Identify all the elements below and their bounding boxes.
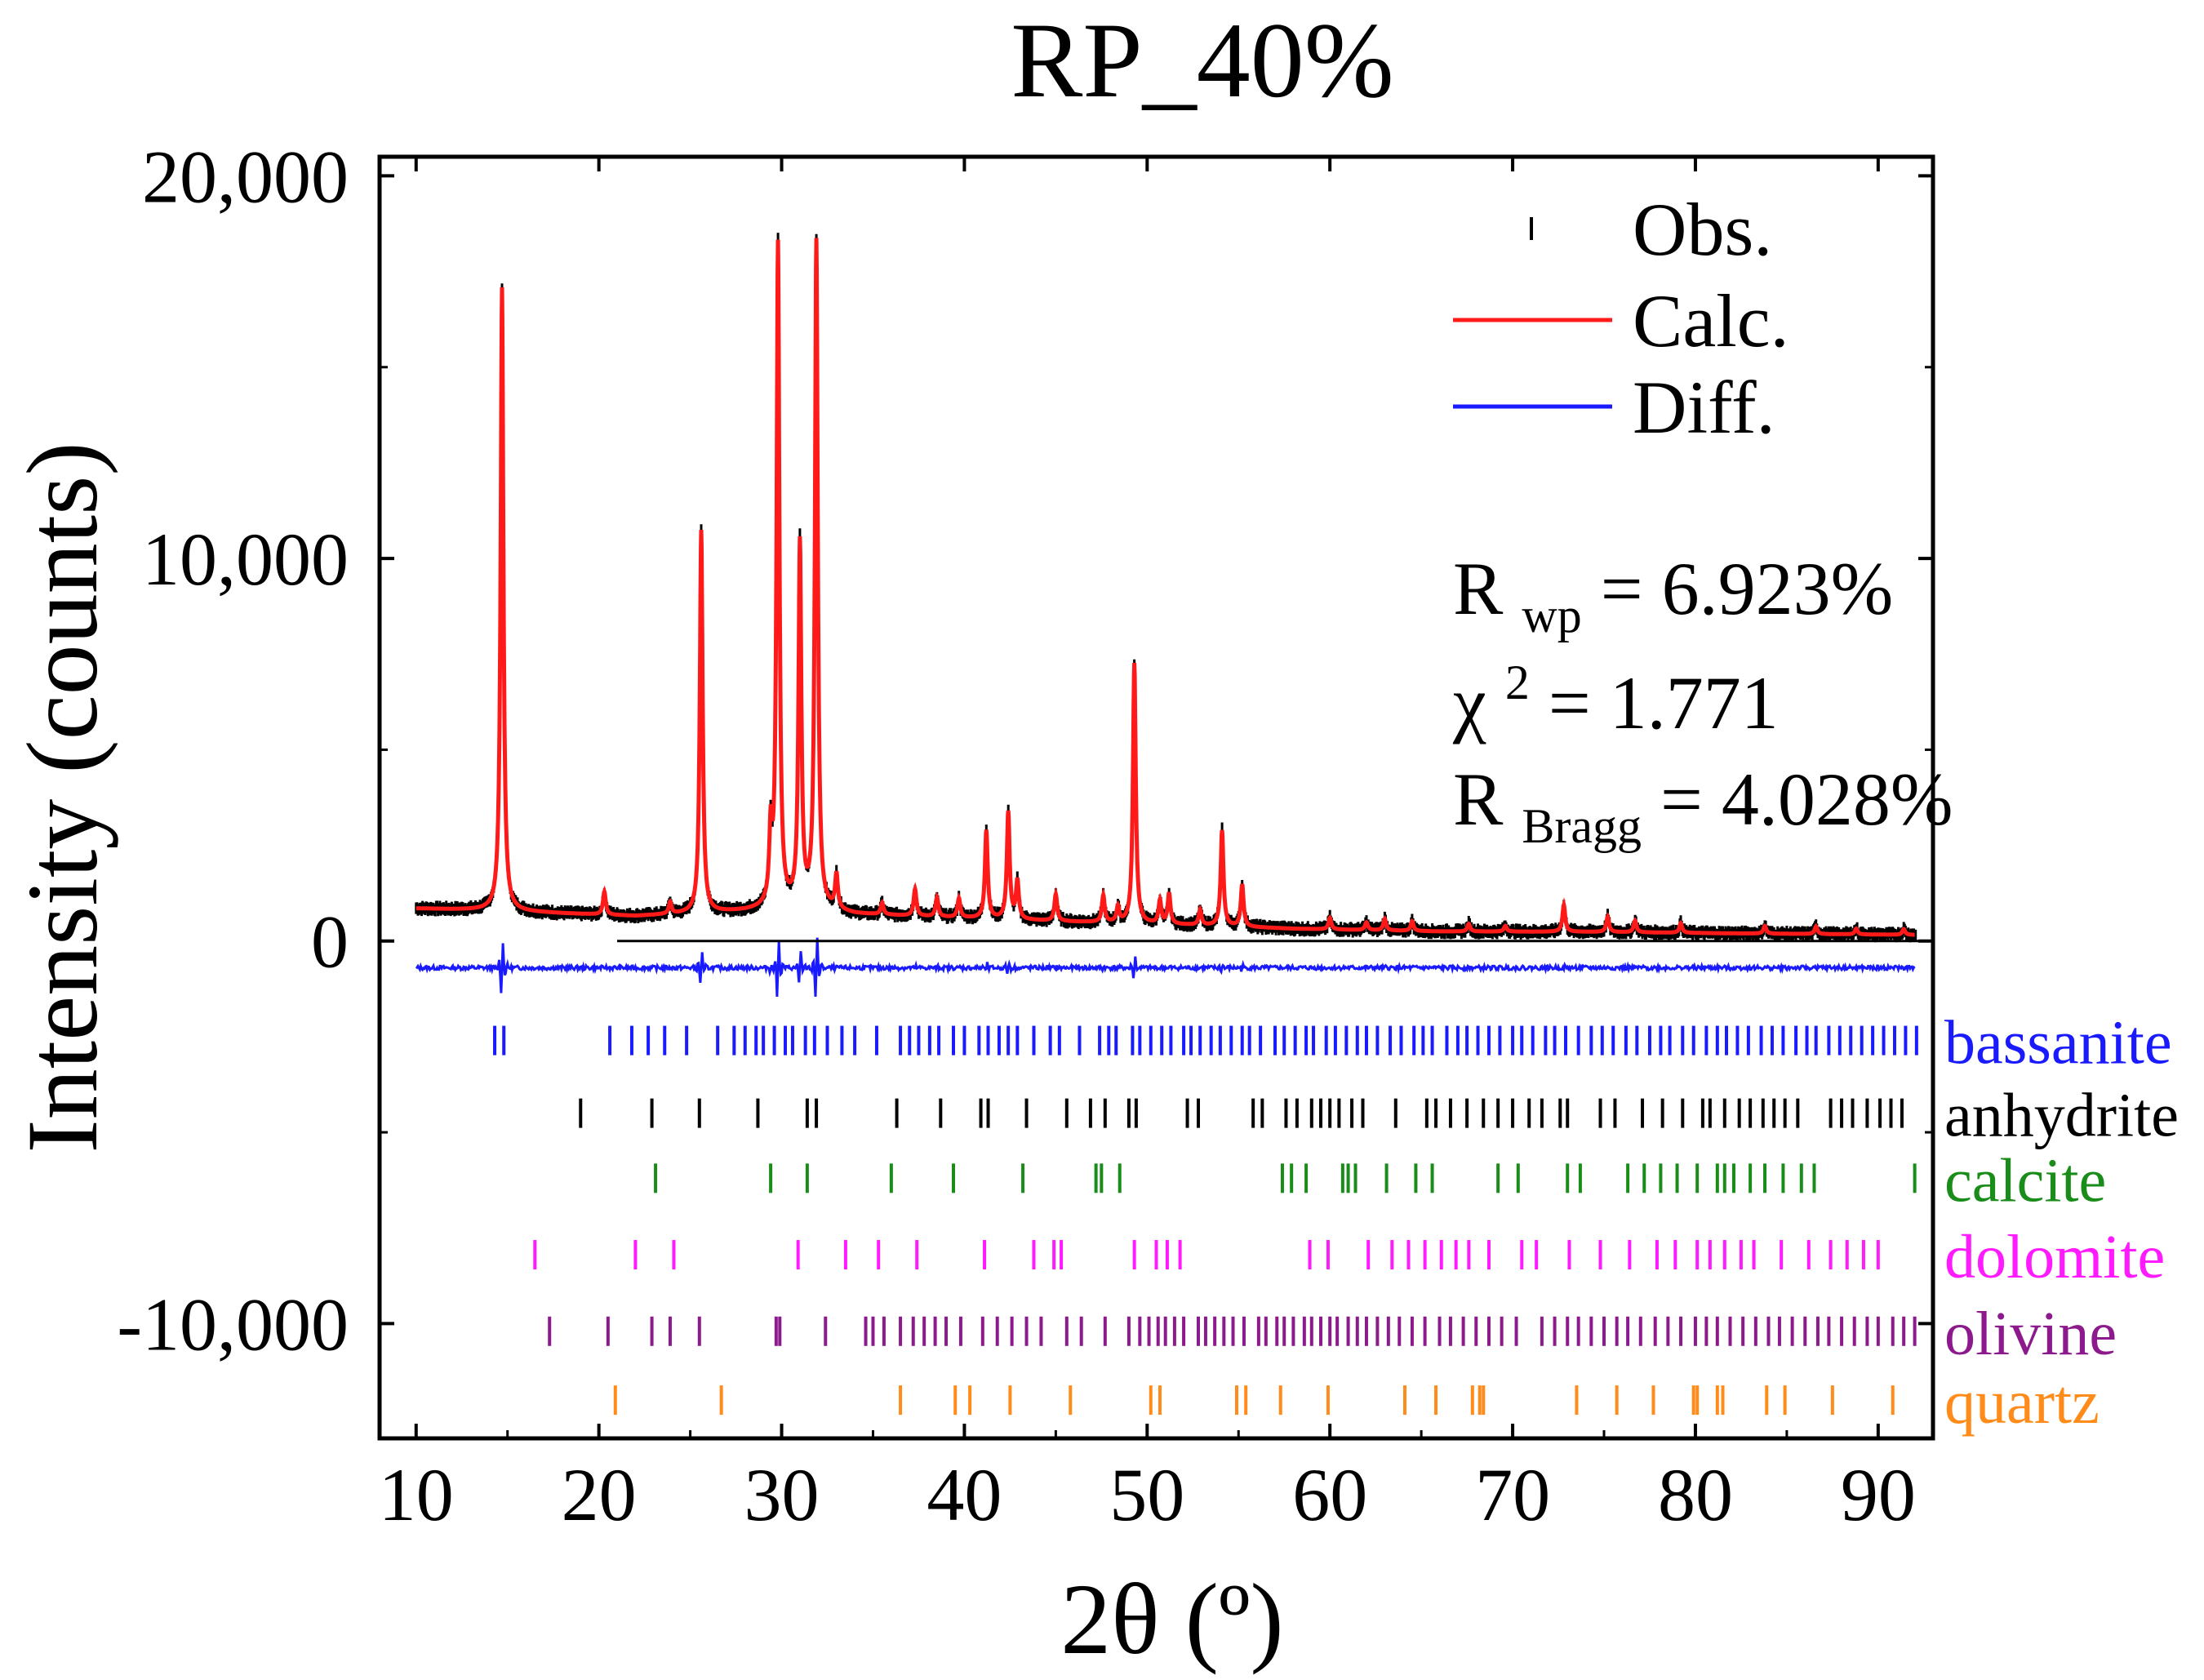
rbragg-subscript: Bragg (1522, 799, 1642, 853)
x-tick-label: 10 (379, 1453, 454, 1536)
y-tick-label: -10,000 (117, 1282, 349, 1366)
phase-label-quartz: quartz (1944, 1368, 2100, 1437)
difference-series (415, 937, 1916, 998)
legend-label-2: Diff. (1633, 366, 1775, 449)
chart-title: RP_40% (1011, 0, 1393, 120)
y-tick-label: 10,000 (142, 518, 349, 601)
fit-statistics: R wp = 6.923% χ 2 = 1.771 R Bragg = 4.02… (1452, 547, 1953, 859)
x-tick-label: 50 (1109, 1453, 1184, 1536)
phase-ticks-quartz: quartz (613, 1368, 2100, 1437)
rbragg-symbol: R (1453, 758, 1504, 841)
phase-label-olivine: olivine (1944, 1300, 2117, 1368)
phase-label-dolomite: dolomite (1944, 1223, 2165, 1291)
x-tick-label: 80 (1658, 1453, 1733, 1536)
x-tick-label: 90 (1841, 1453, 1916, 1536)
x-tick-label: 40 (926, 1453, 1002, 1536)
phase-label-bassanite: bassanite (1944, 1009, 2172, 1078)
legend-label-0: Obs. (1633, 188, 1772, 271)
x-tick-label: 20 (562, 1453, 637, 1536)
chi-symbol: χ (1452, 661, 1486, 744)
rwp-symbol: R (1453, 547, 1504, 630)
x-tick-label: 60 (1292, 1453, 1367, 1536)
phase-label-calcite: calcite (1944, 1146, 2106, 1215)
rbragg-value: = 4.028% (1660, 758, 1953, 841)
y-tick-label: 20,000 (142, 135, 349, 218)
phase-ticks-olivine: olivine (548, 1300, 2117, 1368)
rwp-value: = 6.923% (1601, 547, 1894, 630)
y-axis-label: Intensity (counts) (7, 442, 118, 1153)
calculated-series (415, 238, 1915, 937)
phase-ticks-bassanite: bassanite (493, 1009, 2172, 1078)
x-axis-label: 2θ (º) (1060, 1563, 1283, 1675)
legend-label-1: Calc. (1633, 279, 1789, 362)
phase-ticks-anhydrite: anhydrite (579, 1082, 2179, 1150)
rbragg-text: R Bragg = 4.028% (1453, 758, 1953, 859)
x-tick-label: 30 (744, 1453, 820, 1536)
chi-value: = 1.771 (1549, 661, 1779, 744)
rwp-subscript: wp (1522, 589, 1581, 642)
y-tick-label: 0 (311, 900, 349, 984)
phase-ticks-calcite: calcite (654, 1146, 2106, 1215)
legend: Obs.Calc.Diff. (1453, 188, 1789, 449)
rwp-text: R wp = 6.923% (1453, 547, 1893, 648)
plot-frame (377, 154, 1935, 1441)
chi-superscript: 2 (1505, 656, 1530, 709)
x-tick-label: 70 (1475, 1453, 1550, 1536)
chi-squared-text: χ 2 = 1.771 (1452, 632, 1779, 744)
phase-label-anhydrite: anhydrite (1944, 1082, 2179, 1150)
axes: 10 20 30 40 50 60 70 80 90 -10,000 0 10,000 20,000 (117, 135, 1933, 1536)
phase-ticks-dolomite: dolomite (533, 1223, 2165, 1291)
